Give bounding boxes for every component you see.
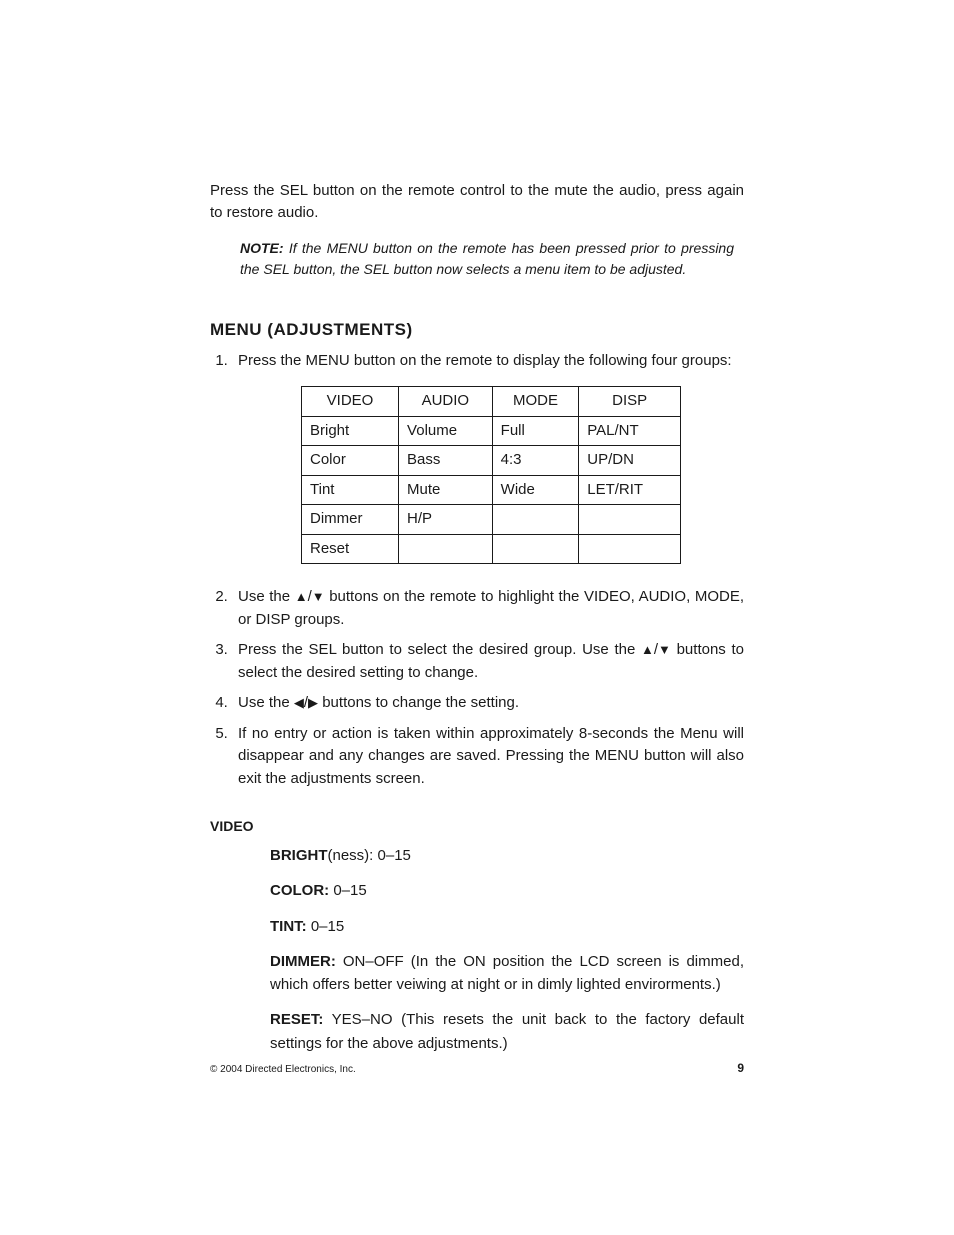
cell: Tint: [302, 475, 399, 505]
cell: [492, 505, 579, 535]
down-triangle-icon: ▼: [312, 590, 325, 603]
th-video: VIDEO: [302, 387, 399, 417]
def-color-label: COLOR:: [270, 882, 329, 899]
section-heading: MENU (ADJUSTMENTS): [210, 320, 744, 340]
cell: [579, 534, 681, 564]
step-4: Use the ◀/▶ buttons to change the settin…: [232, 692, 744, 715]
footer: © 2004 Directed Electronics, Inc. 9: [210, 1061, 744, 1075]
cell: Bass: [399, 446, 493, 476]
up-triangle-icon: ▲: [641, 643, 654, 656]
cell: Dimmer: [302, 505, 399, 535]
note-text: If the MENU button on the remote has bee…: [240, 240, 734, 277]
step-4-text-b: buttons to change the setting.: [318, 694, 519, 711]
cell: Full: [492, 416, 579, 446]
page: Press the SEL button on the remote contr…: [0, 0, 954, 1235]
cell: Wide: [492, 475, 579, 505]
cell: Reset: [302, 534, 399, 564]
cell: Bright: [302, 416, 399, 446]
step-5-text: If no entry or action is taken within ap…: [238, 725, 744, 787]
th-audio: AUDIO: [399, 387, 493, 417]
cell: Color: [302, 446, 399, 476]
cell: [492, 534, 579, 564]
intro-paragraph: Press the SEL button on the remote contr…: [210, 180, 744, 224]
step-5: If no entry or action is taken within ap…: [232, 723, 744, 791]
step-1: Press the MENU button on the remote to d…: [232, 350, 744, 565]
step-1-text: Press the MENU button on the remote to d…: [238, 352, 732, 369]
menu-table: VIDEO AUDIO MODE DISP Bright Volume Full…: [301, 386, 681, 564]
th-disp: DISP: [579, 387, 681, 417]
cell: UP/DN: [579, 446, 681, 476]
down-triangle-icon: ▼: [658, 643, 671, 656]
cell: H/P: [399, 505, 493, 535]
left-triangle-icon: ◀: [294, 696, 304, 709]
steps-list: Press the MENU button on the remote to d…: [210, 350, 744, 791]
th-mode: MODE: [492, 387, 579, 417]
cell: Volume: [399, 416, 493, 446]
table-row: Tint Mute Wide LET/RIT: [302, 475, 681, 505]
def-tint-text: 0–15: [307, 918, 345, 935]
def-bright-label: BRIGHT: [270, 847, 328, 864]
up-triangle-icon: ▲: [295, 590, 308, 603]
definitions: BRIGHT(ness): 0–15 COLOR: 0–15 TINT: 0–1…: [270, 844, 744, 1055]
def-reset-text: YES–NO (This resets the unit back to the…: [270, 1011, 744, 1051]
note-label: NOTE:: [240, 240, 284, 256]
def-color: COLOR: 0–15: [270, 879, 744, 902]
def-dimmer-label: DIMMER:: [270, 953, 336, 970]
table-row: Reset: [302, 534, 681, 564]
table-header-row: VIDEO AUDIO MODE DISP: [302, 387, 681, 417]
def-dimmer: DIMMER: ON–OFF (In the ON position the L…: [270, 950, 744, 997]
step-3-text-a: Press the SEL button to select the desir…: [238, 641, 641, 658]
table-row: Dimmer H/P: [302, 505, 681, 535]
def-reset: RESET: YES–NO (This resets the unit back…: [270, 1008, 744, 1055]
note-block: NOTE: If the MENU button on the remote h…: [240, 238, 744, 280]
cell: [579, 505, 681, 535]
def-dimmer-text: ON–OFF (In the ON position the LCD scree…: [270, 953, 744, 993]
def-bright-text: (ness): 0–15: [328, 847, 411, 864]
cell: Mute: [399, 475, 493, 505]
video-subhead: VIDEO: [210, 818, 744, 834]
table-row: Color Bass 4:3 UP/DN: [302, 446, 681, 476]
step-3: Press the SEL button to select the desir…: [232, 639, 744, 684]
copyright: © 2004 Directed Electronics, Inc.: [210, 1064, 356, 1075]
def-tint-label: TINT:: [270, 918, 307, 935]
def-color-text: 0–15: [329, 882, 367, 899]
step-4-text-a: Use the: [238, 694, 294, 711]
cell: 4:3: [492, 446, 579, 476]
cell: LET/RIT: [579, 475, 681, 505]
def-bright: BRIGHT(ness): 0–15: [270, 844, 744, 867]
step-2: Use the ▲/▼ buttons on the remote to hig…: [232, 586, 744, 631]
table-row: Bright Volume Full PAL/NT: [302, 416, 681, 446]
cell: [399, 534, 493, 564]
def-reset-label: RESET:: [270, 1011, 323, 1028]
def-tint: TINT: 0–15: [270, 915, 744, 938]
step-2-text-a: Use the: [238, 588, 295, 605]
right-triangle-icon: ▶: [308, 696, 318, 709]
cell: PAL/NT: [579, 416, 681, 446]
page-number: 9: [737, 1061, 744, 1075]
